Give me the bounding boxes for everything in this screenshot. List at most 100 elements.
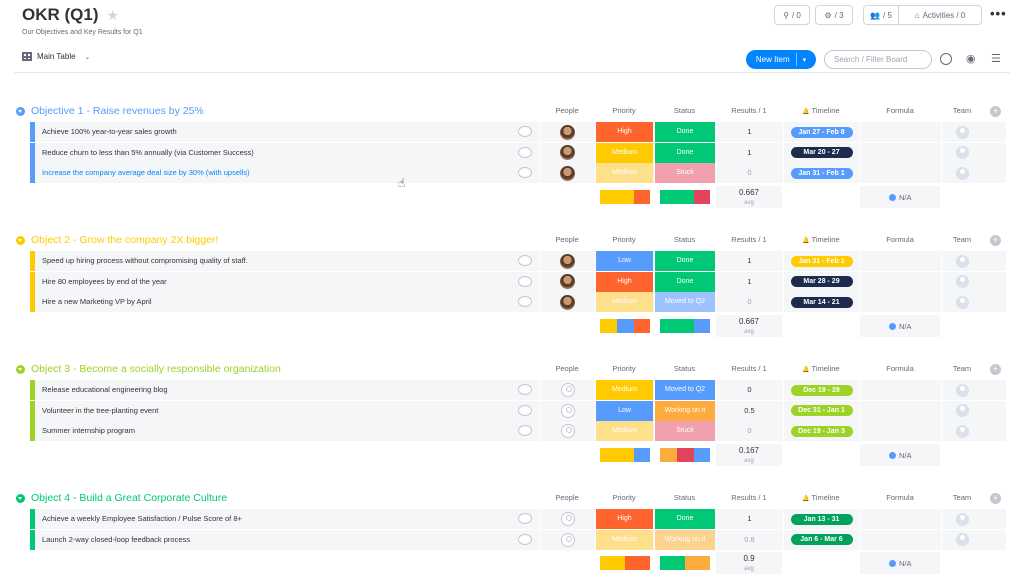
timeline-cell[interactable]: Mar 20 - 27: [783, 142, 859, 163]
collapse-group-icon[interactable]: [16, 493, 25, 503]
item-name[interactable]: Achieve 100% year-to-year sales growth: [42, 127, 177, 136]
priority-cell[interactable]: Medium: [595, 421, 653, 441]
team-cell[interactable]: [941, 509, 983, 529]
column-header-priority[interactable]: Priority: [595, 491, 653, 505]
column-header-people[interactable]: People: [540, 362, 594, 376]
results-cell[interactable]: 0.5: [716, 400, 782, 421]
add-column-icon[interactable]: +: [990, 493, 1001, 504]
column-header-team[interactable]: Team: [941, 362, 983, 376]
view-selector[interactable]: Main Table ⌄: [22, 52, 90, 61]
people-cell[interactable]: [540, 163, 594, 183]
priority-cell[interactable]: Medium: [595, 529, 653, 550]
priority-cell[interactable]: Medium: [595, 142, 653, 163]
add-column-icon[interactable]: +: [990, 235, 1001, 246]
comment-bubble-icon[interactable]: [518, 255, 532, 266]
team-cell[interactable]: [941, 122, 983, 142]
column-header-people[interactable]: People: [540, 233, 594, 247]
team-cell[interactable]: [941, 421, 983, 441]
results-cell[interactable]: 1: [716, 122, 782, 142]
timeline-cell[interactable]: Jan 6 - Mar 6: [783, 529, 859, 550]
team-cell[interactable]: [941, 251, 983, 271]
table-row[interactable]: Achieve 100% year-to-year sales growth Hi…: [30, 122, 1006, 142]
column-header-results[interactable]: Results / 1: [716, 491, 782, 505]
priority-cell[interactable]: High: [595, 271, 653, 292]
star-icon[interactable]: ★: [106, 6, 120, 23]
people-cell[interactable]: [540, 421, 594, 441]
table-row[interactable]: Hire a new Marketing VP by April Medium Mo…: [30, 292, 1006, 312]
comment-bubble-icon[interactable]: [518, 146, 532, 158]
board-title-text[interactable]: OKR (Q1): [22, 5, 99, 24]
results-cell[interactable]: 1: [716, 251, 782, 271]
group-title[interactable]: Object 4 - Build a Great Corporate Cultu…: [31, 492, 228, 504]
priority-cell[interactable]: High: [595, 509, 653, 529]
eye-icon[interactable]: ◉: [966, 53, 976, 65]
table-row[interactable]: Increase the company average deal size b…: [30, 163, 1006, 183]
people-cell[interactable]: [540, 271, 594, 292]
status-summary-bar[interactable]: [660, 556, 710, 570]
column-header-status[interactable]: Status: [654, 491, 715, 505]
timeline-cell[interactable]: Mar 28 - 29: [783, 271, 859, 292]
priority-cell[interactable]: Medium: [595, 292, 653, 312]
priority-cell[interactable]: Medium: [595, 163, 653, 183]
timeline-cell[interactable]: Mar 14 - 21: [783, 292, 859, 312]
column-header-status[interactable]: Status: [654, 233, 715, 247]
people-cell[interactable]: [540, 509, 594, 529]
board-title[interactable]: OKR (Q1) ★: [22, 5, 119, 25]
people-cell[interactable]: [540, 292, 594, 312]
results-cell[interactable]: 1: [716, 142, 782, 163]
item-name[interactable]: Reduce churn to less than 5% annually (v…: [42, 147, 254, 157]
results-cell[interactable]: 1: [716, 509, 782, 529]
group-header[interactable]: Objective 1 - Raise revenues by 25%: [16, 104, 204, 118]
comment-bubble-icon[interactable]: [518, 167, 532, 178]
status-cell[interactable]: Done: [654, 122, 715, 142]
status-summary-bar[interactable]: [660, 447, 710, 462]
team-cell[interactable]: [941, 271, 983, 292]
item-name[interactable]: Hire a new Marketing VP by April: [42, 297, 152, 306]
item-name[interactable]: Increase the company average deal size b…: [42, 168, 250, 177]
group-title[interactable]: Object 3 - Become a socially responsible…: [31, 363, 281, 375]
results-cell[interactable]: 0: [716, 163, 782, 183]
comment-bubble-icon[interactable]: [518, 513, 532, 524]
person-filter-icon[interactable]: [940, 53, 952, 65]
status-cell[interactable]: Done: [654, 251, 715, 271]
column-header-priority[interactable]: Priority: [595, 362, 653, 376]
status-cell[interactable]: Done: [654, 271, 715, 292]
timeline-cell[interactable]: Jan 31 - Feb 1: [783, 251, 859, 271]
column-header-timeline[interactable]: 🔔 Timeline: [783, 491, 859, 505]
group-title[interactable]: Objective 1 - Raise revenues by 25%: [31, 105, 204, 117]
column-header-priority[interactable]: Priority: [595, 104, 653, 118]
people-cell[interactable]: [540, 122, 594, 142]
status-cell[interactable]: Stuck: [654, 163, 715, 183]
column-header-team[interactable]: Team: [941, 491, 983, 505]
timeline-cell[interactable]: Dec 31 - Jan 1: [783, 400, 859, 421]
column-header-formula[interactable]: Formula: [860, 104, 940, 118]
priority-cell[interactable]: Low: [595, 400, 653, 421]
timeline-cell[interactable]: Dec 19 - Jan 3: [783, 421, 859, 441]
table-row[interactable]: Release educational engineering blog Medi…: [30, 380, 1006, 400]
group-title[interactable]: Object 2 - Grow the company 2X bigger!: [31, 234, 219, 246]
item-name[interactable]: Release educational engineering blog: [42, 385, 168, 394]
people-cell[interactable]: [540, 142, 594, 163]
filter-icon[interactable]: ☰: [991, 53, 1001, 65]
timeline-cell[interactable]: Jan 31 - Feb 1: [783, 163, 859, 183]
priority-cell[interactable]: Low: [595, 251, 653, 271]
collapse-group-icon[interactable]: [16, 235, 25, 245]
column-header-formula[interactable]: Formula: [860, 491, 940, 505]
column-header-results[interactable]: Results / 1: [716, 104, 782, 118]
priority-summary-bar[interactable]: [600, 556, 650, 570]
status-cell[interactable]: Done: [654, 142, 715, 163]
item-name[interactable]: Launch 2-way closed-loop feedback proces…: [42, 534, 191, 544]
table-row[interactable]: Summer internship program Medium Stuck 0 Dec…: [30, 421, 1006, 441]
timeline-cell[interactable]: Dec 19 - 29: [783, 380, 859, 400]
comment-bubble-icon[interactable]: [518, 404, 532, 416]
column-header-people[interactable]: People: [540, 104, 594, 118]
column-header-results[interactable]: Results / 1: [716, 233, 782, 247]
team-cell[interactable]: [941, 400, 983, 421]
comment-bubble-icon[interactable]: [518, 425, 532, 436]
integrations-button[interactable]: ⚲/ 0: [774, 5, 810, 25]
table-row[interactable]: Hire 80 employees by end of the year High…: [30, 271, 1006, 292]
collapse-group-icon[interactable]: [16, 106, 25, 116]
priority-summary-bar[interactable]: [600, 318, 650, 333]
column-header-status[interactable]: Status: [654, 362, 715, 376]
team-cell[interactable]: [941, 142, 983, 163]
